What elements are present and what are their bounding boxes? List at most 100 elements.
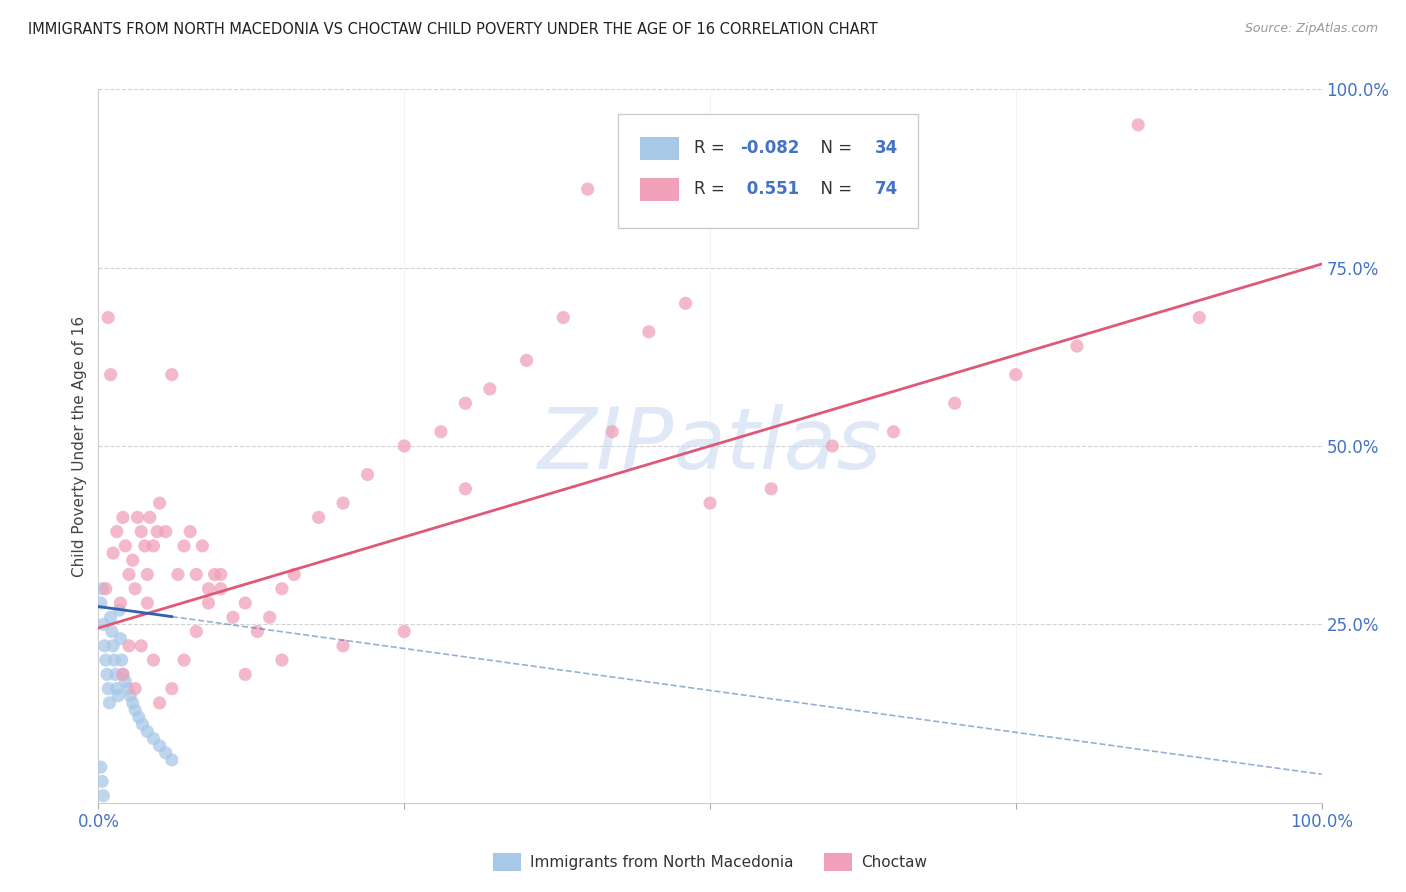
Point (139, 510, 162, 524)
Text: Source: ZipAtlas.com: Source: ZipAtlas.com (1244, 22, 1378, 36)
Point (94, 653, 117, 667)
Point (270, 653, 294, 667)
Point (108, 603, 131, 617)
Point (1128, 118, 1150, 132)
Point (332, 496, 354, 510)
Point (233, 667, 256, 681)
Point (149, 496, 172, 510)
Text: N =: N = (810, 139, 858, 157)
Point (233, 596, 256, 610)
Point (259, 610, 281, 624)
Point (197, 582, 219, 596)
Point (136, 567, 159, 582)
Point (136, 724, 159, 739)
Point (96, 667, 118, 681)
Point (107, 689, 129, 703)
Point (100, 610, 122, 624)
Point (160, 368, 183, 382)
Point (103, 653, 125, 667)
Point (101, 639, 124, 653)
Point (101, 546, 124, 560)
Point (576, 182, 599, 196)
Point (392, 439, 416, 453)
Point (142, 539, 165, 553)
Point (114, 539, 136, 553)
Point (699, 496, 721, 510)
Text: R =: R = (695, 180, 730, 198)
Point (134, 539, 156, 553)
FancyBboxPatch shape (640, 137, 679, 160)
Point (136, 596, 159, 610)
Point (91, 582, 114, 596)
Text: ZIPatlas: ZIPatlas (538, 404, 882, 488)
Point (97, 310, 120, 325)
Point (209, 567, 232, 582)
Text: N =: N = (810, 180, 858, 198)
Point (155, 524, 177, 539)
Point (149, 739, 172, 753)
Point (142, 653, 165, 667)
Text: -0.082: -0.082 (741, 139, 800, 157)
Point (209, 582, 232, 596)
Point (222, 610, 245, 624)
FancyBboxPatch shape (619, 114, 918, 228)
Point (821, 439, 844, 453)
Point (356, 467, 378, 482)
Point (179, 524, 201, 539)
Point (761, 482, 783, 496)
Point (246, 624, 269, 639)
Point (98, 696, 121, 710)
Point (93, 639, 115, 653)
Point (114, 674, 136, 689)
Point (553, 310, 575, 325)
Point (120, 689, 142, 703)
Point (332, 639, 354, 653)
Point (105, 681, 128, 696)
Point (118, 567, 141, 582)
Point (91, 774, 114, 789)
Point (270, 582, 294, 596)
Point (1188, 310, 1211, 325)
Point (127, 510, 149, 524)
Point (101, 624, 124, 639)
Point (515, 353, 537, 368)
Text: 34: 34 (875, 139, 898, 157)
Point (90, 760, 112, 774)
Point (118, 639, 141, 653)
Point (186, 624, 208, 639)
Point (94, 582, 117, 596)
Point (128, 710, 150, 724)
Point (1004, 368, 1026, 382)
Legend: Immigrants from North Macedonia, Choctaw: Immigrants from North Macedonia, Choctaw (488, 847, 932, 877)
Point (600, 425, 623, 439)
Point (155, 746, 177, 760)
Point (111, 653, 134, 667)
Point (129, 524, 152, 539)
Point (131, 717, 153, 731)
Point (675, 296, 697, 310)
Text: 0.551: 0.551 (741, 180, 799, 198)
Point (173, 539, 195, 553)
Text: R =: R = (695, 139, 730, 157)
Point (111, 667, 134, 681)
Point (91, 617, 114, 632)
Point (454, 482, 477, 496)
Point (186, 567, 208, 582)
Point (883, 425, 905, 439)
Point (117, 681, 139, 696)
Text: IMMIGRANTS FROM NORTH MACEDONIA VS CHOCTAW CHILD POVERTY UNDER THE AGE OF 16 COR: IMMIGRANTS FROM NORTH MACEDONIA VS CHOCT… (28, 22, 877, 37)
Y-axis label: Child Poverty Under the Age of 16: Child Poverty Under the Age of 16 (72, 316, 87, 576)
Point (121, 696, 143, 710)
Point (160, 681, 183, 696)
Point (204, 567, 226, 582)
Point (124, 582, 146, 596)
Point (392, 624, 416, 639)
Point (121, 553, 143, 567)
Point (638, 325, 661, 339)
Point (430, 425, 453, 439)
Point (110, 632, 132, 646)
Text: 74: 74 (875, 180, 898, 198)
Point (110, 596, 132, 610)
Point (197, 596, 219, 610)
Point (91, 789, 114, 803)
